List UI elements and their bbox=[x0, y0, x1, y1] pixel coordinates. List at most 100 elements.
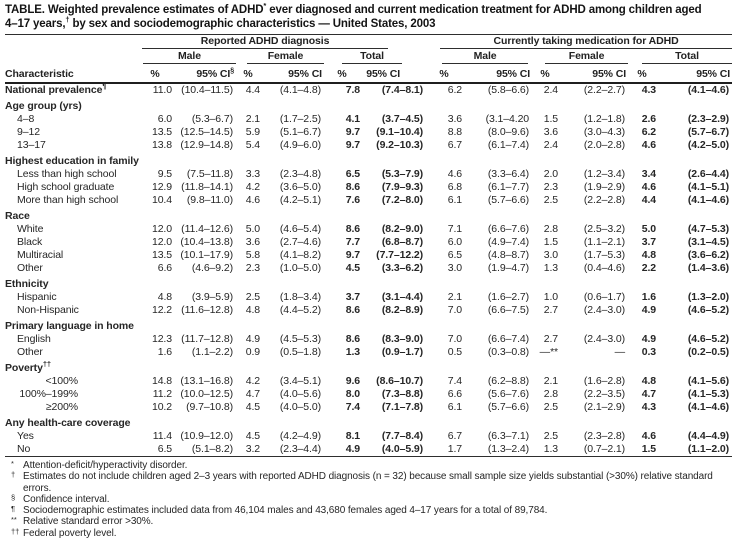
ci-header: 95% CI bbox=[462, 64, 533, 84]
pct-cell: 13.5 bbox=[151, 249, 172, 261]
ci-cell: (1.9–2.9) bbox=[583, 181, 626, 193]
pct-cell: 4.8 bbox=[641, 375, 657, 387]
footnote-marker: ¶ bbox=[11, 504, 15, 514]
pct-cell: 1.3 bbox=[345, 346, 360, 358]
ci-cell: (2.6–4.4) bbox=[687, 168, 730, 180]
ci-cell: (6.8–8.7) bbox=[381, 236, 424, 248]
section-row: Age group (yrs) bbox=[5, 97, 732, 113]
ci-cell: (1.2–3.4) bbox=[583, 168, 626, 180]
ci-cell: (7.3–8.8) bbox=[381, 388, 424, 400]
row-label: 100%–199% bbox=[19, 388, 78, 400]
ci-cell: (2.3–4.8) bbox=[279, 168, 321, 180]
pct-cell: 7.4 bbox=[447, 375, 463, 387]
row-label: ≥200% bbox=[45, 401, 78, 413]
ci-cell: (4.6–5.2) bbox=[687, 304, 730, 316]
table-title-line1: TABLE. Weighted prevalence estimates of … bbox=[5, 1, 702, 16]
ci-cell: (12.5–14.5) bbox=[180, 126, 233, 138]
ci-cell: (10.0–12.5) bbox=[180, 388, 233, 400]
ci-cell: (7.4–8.1) bbox=[381, 84, 424, 96]
ci-cell: (4.1–5.3) bbox=[687, 388, 730, 400]
ci-cell: (6.2–8.8) bbox=[487, 375, 530, 387]
pct-cell: 11.4 bbox=[152, 430, 172, 442]
pct-cell: 2.4 bbox=[543, 84, 559, 96]
pct-cell: 1.5 bbox=[543, 236, 559, 248]
data-row: Other 6.6 (4.6–9.2) 2.3 (1.0–5.0) 4.5 (3.3–6.2… bbox=[5, 262, 732, 275]
pct-cell: 8.8 bbox=[447, 126, 463, 138]
section-row: Race bbox=[5, 207, 732, 223]
pct-cell: 0.9 bbox=[245, 346, 260, 358]
data-row: Less than high school 9.5 (7.5–11.8) 3.3 (2.… bbox=[5, 168, 732, 181]
ci-cell: (0.7–2.1) bbox=[583, 443, 626, 455]
pct-cell: 9.6 bbox=[345, 375, 360, 387]
ci-cell: (4.1–4.6) bbox=[687, 84, 730, 96]
ci-cell: (0.9–1.7) bbox=[381, 346, 424, 358]
ci-cell: (8.2–9.0) bbox=[381, 223, 424, 235]
ci-cell: (8.6–10.7) bbox=[376, 375, 424, 387]
pct-cell: 2.5 bbox=[543, 194, 559, 206]
ci-cell: (7.7–12.2) bbox=[376, 249, 424, 261]
pct-cell: 4.7 bbox=[245, 388, 260, 400]
ci-cell: (2.1–2.9) bbox=[583, 401, 626, 413]
pct-cell: 4.7 bbox=[641, 388, 657, 400]
ci-cell: (4.6–5.2) bbox=[687, 333, 730, 345]
pct-cell: 7.1 bbox=[447, 223, 463, 235]
pct-cell: 3.0 bbox=[543, 249, 559, 261]
ci-cell: (4.0–5.0) bbox=[279, 401, 321, 413]
ci-cell: (3.4–5.1) bbox=[279, 375, 321, 387]
ci-cell: (6.6–7.5) bbox=[487, 304, 530, 316]
ci-cell: (4.1–5.1) bbox=[687, 181, 730, 193]
pct-cell: 13.8 bbox=[151, 139, 172, 151]
ci-cell: (5.3–7.9) bbox=[381, 168, 424, 180]
group-reported-diagnosis: Reported ADHD diagnosis bbox=[138, 35, 426, 49]
ci-cell: (1.7–2.5) bbox=[279, 113, 321, 125]
pct-cell: 6.7 bbox=[447, 139, 463, 151]
pct-cell: 2.3 bbox=[245, 262, 260, 274]
ci-cell: (2.2–2.8) bbox=[583, 194, 626, 206]
medication-male-header: Male bbox=[426, 49, 532, 64]
pct-cell: 4.8 bbox=[157, 291, 172, 303]
ci-cell: (1.1–2.2) bbox=[191, 346, 233, 358]
pct-cell: 1.3 bbox=[543, 443, 559, 455]
pct-cell: 7.8 bbox=[345, 84, 360, 96]
medication-female-header: Female bbox=[532, 49, 629, 64]
data-row: English 12.3 (11.7–12.8) 4.9 (4.5–5.3) 8.6 (8.… bbox=[5, 333, 732, 346]
row-label: Less than high school bbox=[17, 168, 117, 180]
ci-cell: (6.6–7.4) bbox=[487, 333, 530, 345]
pct-cell: 10.4 bbox=[151, 194, 172, 206]
ci-cell: (4.0–5.6) bbox=[279, 388, 321, 400]
ci-cell: (1.8–3.4) bbox=[279, 291, 321, 303]
pct-cell: 1.5 bbox=[641, 443, 657, 455]
pct-cell: 1.5 bbox=[543, 113, 559, 125]
pct-cell: 2.8 bbox=[543, 388, 559, 400]
data-row: <100% 14.8 (13.1–16.8) 4.2 (3.4–5.1) 9.6 (8.6–… bbox=[5, 375, 732, 388]
pct-cell: 1.3 bbox=[543, 262, 559, 274]
measure-header-row: % 95% CI§ % 95% CI % 95% CI % 95% CI % 9… bbox=[5, 64, 733, 84]
pct-cell: 2.1 bbox=[447, 291, 463, 303]
pct-cell: 1.0 bbox=[543, 291, 559, 303]
ci-cell: (3.0–4.3) bbox=[583, 126, 626, 138]
pct-cell: 2.7 bbox=[543, 304, 559, 316]
pct-cell: 6.1 bbox=[447, 401, 463, 413]
pct-cell: 5.4 bbox=[245, 139, 260, 151]
ci-cell: (3.9–5.9) bbox=[191, 291, 233, 303]
ci-cell: (3.3–6.4) bbox=[487, 168, 530, 180]
pct-cell: 6.5 bbox=[157, 443, 172, 455]
ci-header: 95% CI bbox=[656, 64, 733, 84]
footnote-marker-section: § bbox=[230, 67, 234, 75]
ci-cell: (4.4–5.2) bbox=[279, 304, 321, 316]
footnote-marker-dagger: † bbox=[65, 15, 70, 25]
ci-cell: (4.1–4.6) bbox=[687, 194, 730, 206]
pct-cell: 11.0 bbox=[152, 84, 172, 96]
pct-cell: 4.6 bbox=[641, 181, 657, 193]
pct-cell: 6.8 bbox=[447, 181, 463, 193]
ci-cell: (4.1–8.2) bbox=[279, 249, 321, 261]
pct-cell: 2.1 bbox=[245, 113, 260, 125]
row-label: Black bbox=[17, 236, 43, 248]
pct-cell: 7.7 bbox=[345, 236, 360, 248]
pct-cell: 5.9 bbox=[245, 126, 260, 138]
ci-cell: (1.0–5.0) bbox=[279, 262, 321, 274]
pct-cell: 4.5 bbox=[345, 262, 360, 274]
row-label: Other bbox=[17, 346, 43, 358]
row-label: 13–17 bbox=[17, 139, 46, 151]
ci-cell: (8.3–9.0) bbox=[381, 333, 424, 345]
